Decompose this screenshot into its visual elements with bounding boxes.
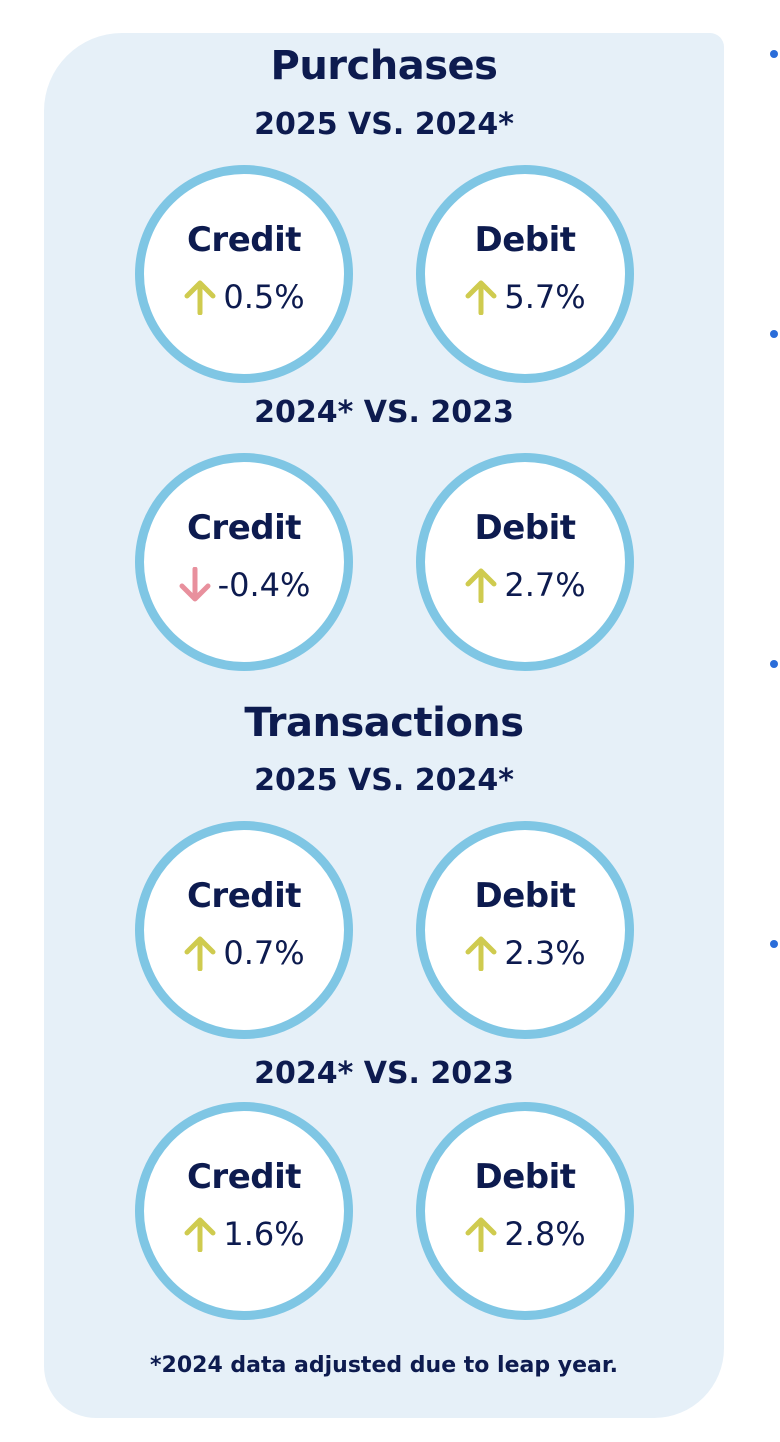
arrow-up-icon: [465, 568, 497, 603]
purchases-p1-credit-circle: Credit 0.5%: [135, 165, 353, 383]
arrow-up-icon: [465, 280, 497, 315]
purchases-p2-credit-circle: Credit -0.4%: [135, 453, 353, 671]
purchases-title: Purchases: [270, 43, 498, 89]
circle-label: Credit: [186, 1157, 302, 1197]
arrow-up-icon: [184, 936, 216, 971]
circle-label: Credit: [186, 508, 302, 548]
bullet-icon: [770, 50, 778, 58]
circle-label: Debit: [474, 508, 576, 548]
circle-label: Debit: [474, 220, 576, 260]
circle-value-row: 2.3%: [425, 934, 625, 972]
bullet-icon: [770, 940, 778, 948]
arrow-up-icon: [184, 280, 216, 315]
stats-panel: Purchases 2025 VS. 2024* Credit 0.5% Deb…: [44, 33, 724, 1418]
transactions-period1-label: 2025 VS. 2024*: [254, 763, 514, 798]
bullet-icon: [770, 330, 778, 338]
purchases-p1-debit-circle: Debit 5.7%: [416, 165, 634, 383]
circle-value-row: 0.7%: [144, 934, 344, 972]
circle-label: Credit: [186, 876, 302, 916]
circle-value-row: 1.6%: [144, 1215, 344, 1253]
circle-value-row: 2.8%: [425, 1215, 625, 1253]
transactions-p2-credit-circle: Credit 1.6%: [135, 1102, 353, 1320]
circle-value-row: 0.5%: [144, 278, 344, 316]
circle-label: Debit: [474, 1157, 576, 1197]
transactions-p1-debit-circle: Debit 2.3%: [416, 821, 634, 1039]
transactions-p1-credit-circle: Credit 0.7%: [135, 821, 353, 1039]
circle-value-row: -0.4%: [144, 566, 344, 604]
arrow-up-icon: [465, 936, 497, 971]
footnote: *2024 data adjusted due to leap year.: [150, 1353, 618, 1378]
transactions-p2-debit-circle: Debit 2.8%: [416, 1102, 634, 1320]
bullet-icon: [770, 660, 778, 668]
circle-value: 5.7%: [504, 278, 586, 316]
circle-value: 0.7%: [223, 934, 305, 972]
arrow-down-icon: [179, 567, 211, 602]
purchases-period2-label: 2024* VS. 2023: [254, 395, 514, 430]
transactions-period2-label: 2024* VS. 2023: [254, 1056, 514, 1091]
circle-value: 2.8%: [504, 1215, 586, 1253]
circle-label: Credit: [186, 220, 302, 260]
transactions-title: Transactions: [244, 700, 524, 746]
circle-value: 2.7%: [504, 566, 586, 604]
circle-value: 1.6%: [223, 1215, 305, 1253]
circle-value: 2.3%: [504, 934, 586, 972]
circle-value-row: 2.7%: [425, 566, 625, 604]
circle-label: Debit: [474, 876, 576, 916]
circle-value: -0.4%: [217, 566, 311, 604]
purchases-p2-debit-circle: Debit 2.7%: [416, 453, 634, 671]
arrow-up-icon: [465, 1217, 497, 1252]
circle-value-row: 5.7%: [425, 278, 625, 316]
purchases-period1-label: 2025 VS. 2024*: [254, 107, 514, 142]
circle-value: 0.5%: [223, 278, 305, 316]
arrow-up-icon: [184, 1217, 216, 1252]
